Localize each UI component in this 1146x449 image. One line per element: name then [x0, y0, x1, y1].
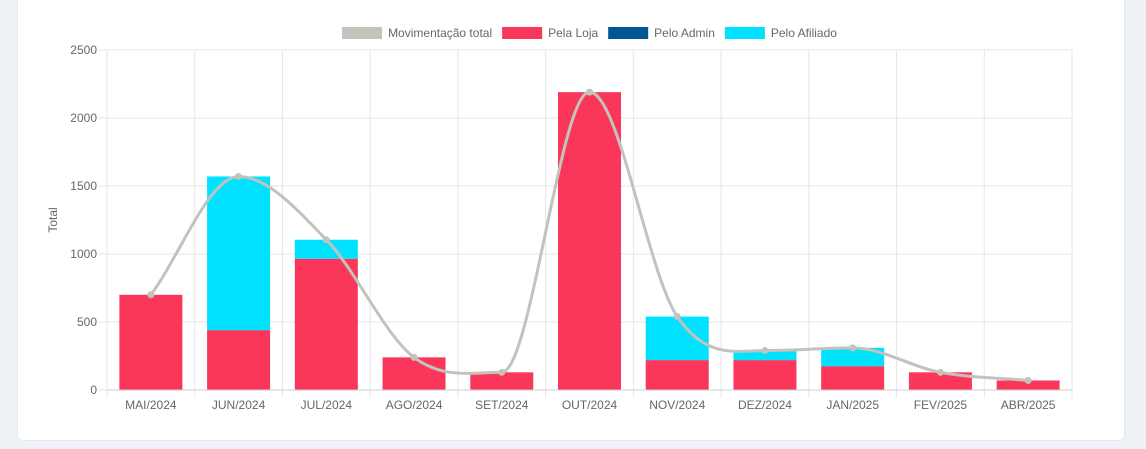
x-tick-label: NOV/2024 — [649, 398, 705, 412]
bar-pela-loja — [294, 258, 358, 390]
y-tick-label: 2500 — [70, 43, 97, 57]
bar-pelo-afiliado — [733, 350, 797, 361]
total-line-point — [498, 368, 506, 376]
chart-bars — [119, 92, 1060, 390]
total-line-point — [761, 347, 769, 355]
legend-label: Pela Loja — [548, 26, 598, 40]
legend-item[interactable]: Pelo Admin — [608, 26, 715, 40]
legend-swatch — [724, 27, 765, 39]
bar-pela-loja — [382, 357, 446, 390]
chart-line — [147, 88, 1032, 384]
x-tick-label: AGO/2024 — [386, 398, 443, 412]
bar-pela-loja — [996, 380, 1060, 390]
y-tick-label: 500 — [77, 315, 97, 329]
total-line-point — [936, 368, 944, 376]
bar-pela-loja — [645, 360, 709, 390]
x-tick-label: ABR/2025 — [1001, 398, 1056, 412]
bar-pela-loja — [207, 330, 271, 390]
legend-item[interactable]: Pelo Afiliado — [724, 26, 837, 40]
y-tick-label: 0 — [90, 383, 97, 397]
chart-axes: 0 500 1000 1500 2000 2500 MAI/2024 JUN/2024 JUL/… — [70, 43, 1072, 412]
x-tick-label: JUN/2024 — [212, 398, 266, 412]
total-line-point — [1024, 376, 1032, 384]
x-tick-label: JUL/2024 — [301, 398, 353, 412]
legend-swatch — [502, 27, 543, 39]
x-tick-label: DEZ/2024 — [738, 398, 792, 412]
x-tick-label: MAI/2024 — [125, 398, 177, 412]
total-line-point — [322, 236, 330, 244]
y-tick-label: 1500 — [70, 179, 97, 193]
total-line-point — [410, 353, 418, 361]
legend-label: Pelo Afiliado — [771, 26, 837, 40]
total-line-point — [235, 172, 243, 180]
chart-legend[interactable]: Movimentação total Pela Loja Pelo Admin Pel… — [342, 26, 837, 40]
x-tick-label: SET/2024 — [475, 398, 529, 412]
bar-pelo-afiliado — [207, 176, 271, 331]
y-tick-label: 1000 — [70, 247, 97, 261]
legend-swatch — [608, 27, 649, 39]
total-line-point — [586, 88, 593, 96]
total-line-point — [673, 313, 681, 321]
legend-swatch — [342, 27, 383, 39]
legend-label: Pelo Admin — [654, 26, 715, 40]
x-tick-label: OUT/2024 — [562, 398, 618, 412]
legend-item[interactable]: Movimentação total — [342, 26, 492, 40]
bar-pela-loja — [558, 92, 621, 390]
y-axis-label: Total — [46, 207, 60, 232]
x-tick-label: FEV/2025 — [914, 398, 968, 412]
legend-item[interactable]: Pela Loja — [502, 26, 598, 40]
total-line-point — [147, 291, 155, 299]
y-tick-label: 2000 — [70, 111, 97, 125]
bar-pela-loja — [733, 360, 797, 390]
bar-pela-loja — [821, 366, 885, 390]
x-tick-label: JAN/2025 — [826, 398, 879, 412]
bar-pela-loja — [908, 372, 972, 390]
legend-label: Movimentação total — [388, 26, 492, 40]
bar-pelo-afiliado — [821, 347, 885, 367]
bar-pela-loja — [119, 294, 183, 390]
total-line-point — [849, 344, 857, 352]
bar-pelo-afiliado — [294, 239, 358, 259]
bar-pela-loja — [470, 372, 534, 390]
